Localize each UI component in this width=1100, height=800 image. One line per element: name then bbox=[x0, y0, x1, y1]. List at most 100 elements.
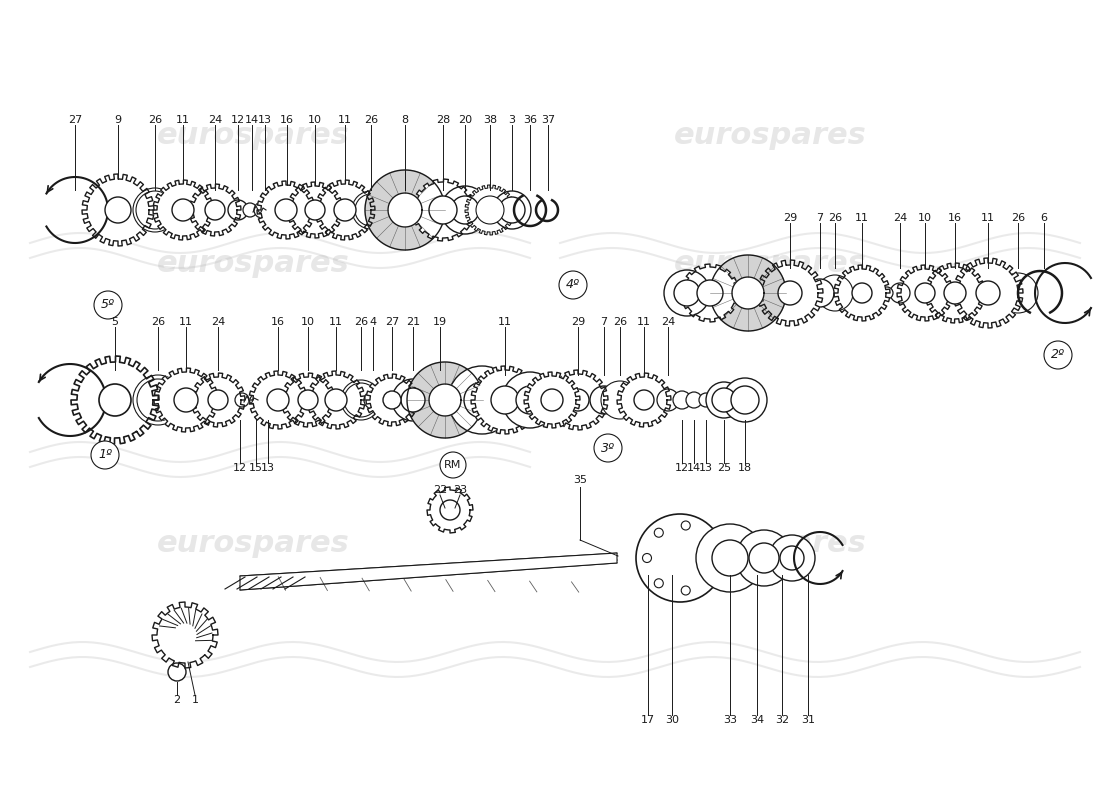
Circle shape bbox=[383, 391, 402, 409]
Circle shape bbox=[172, 199, 194, 221]
Circle shape bbox=[205, 200, 225, 220]
Text: 26: 26 bbox=[613, 317, 627, 327]
Text: 37: 37 bbox=[541, 115, 556, 125]
Circle shape bbox=[440, 452, 466, 478]
Circle shape bbox=[254, 202, 270, 218]
Text: 14: 14 bbox=[686, 463, 701, 473]
Circle shape bbox=[235, 393, 249, 407]
Text: 13: 13 bbox=[261, 463, 275, 473]
Text: 26: 26 bbox=[147, 115, 162, 125]
Circle shape bbox=[493, 191, 531, 229]
Circle shape bbox=[133, 375, 183, 425]
Text: 23: 23 bbox=[453, 485, 468, 495]
Text: 20: 20 bbox=[458, 115, 472, 125]
Text: eurospares: eurospares bbox=[156, 530, 350, 558]
Circle shape bbox=[392, 379, 434, 421]
Circle shape bbox=[673, 391, 691, 409]
Circle shape bbox=[499, 197, 525, 223]
Text: 10: 10 bbox=[301, 317, 315, 327]
Text: 32: 32 bbox=[774, 715, 789, 725]
Circle shape bbox=[881, 287, 893, 299]
Circle shape bbox=[136, 191, 174, 229]
Text: 12: 12 bbox=[675, 463, 689, 473]
Polygon shape bbox=[427, 487, 473, 533]
Circle shape bbox=[448, 366, 516, 434]
Text: 24: 24 bbox=[661, 317, 675, 327]
Circle shape bbox=[298, 390, 318, 410]
Text: 16: 16 bbox=[280, 115, 294, 125]
Polygon shape bbox=[953, 258, 1023, 328]
Circle shape bbox=[696, 524, 764, 592]
Circle shape bbox=[590, 386, 618, 414]
Text: 24: 24 bbox=[211, 317, 226, 327]
Text: 35: 35 bbox=[573, 475, 587, 485]
Circle shape bbox=[636, 514, 724, 602]
Text: 27: 27 bbox=[68, 115, 82, 125]
Circle shape bbox=[208, 390, 228, 410]
Circle shape bbox=[305, 200, 324, 220]
Text: 10: 10 bbox=[918, 213, 932, 223]
Text: 3º: 3º bbox=[601, 442, 615, 454]
Circle shape bbox=[697, 280, 723, 306]
Circle shape bbox=[642, 554, 651, 562]
Circle shape bbox=[168, 663, 186, 681]
Text: 11: 11 bbox=[637, 317, 651, 327]
Circle shape bbox=[712, 540, 748, 576]
Polygon shape bbox=[189, 184, 241, 236]
Text: 13: 13 bbox=[698, 463, 713, 473]
Circle shape bbox=[566, 389, 588, 411]
Text: 26: 26 bbox=[1011, 213, 1025, 223]
Text: 14: 14 bbox=[245, 115, 260, 125]
Polygon shape bbox=[154, 368, 218, 432]
Text: 15: 15 bbox=[249, 463, 263, 473]
Circle shape bbox=[732, 386, 759, 414]
Polygon shape bbox=[152, 602, 218, 668]
Text: 38: 38 bbox=[483, 115, 497, 125]
Circle shape bbox=[601, 381, 639, 419]
Circle shape bbox=[267, 389, 289, 411]
Text: 29: 29 bbox=[783, 213, 798, 223]
Text: 1º: 1º bbox=[98, 449, 112, 462]
Text: 24: 24 bbox=[208, 115, 222, 125]
Circle shape bbox=[228, 200, 248, 220]
Polygon shape bbox=[153, 180, 213, 240]
Polygon shape bbox=[896, 265, 953, 321]
Circle shape bbox=[91, 441, 119, 469]
Text: 11: 11 bbox=[329, 317, 343, 327]
Polygon shape bbox=[471, 366, 539, 434]
Circle shape bbox=[275, 199, 297, 221]
Circle shape bbox=[94, 291, 122, 319]
Circle shape bbox=[780, 546, 804, 570]
Circle shape bbox=[686, 392, 702, 408]
Circle shape bbox=[441, 186, 490, 234]
Circle shape bbox=[402, 388, 425, 412]
Text: 8: 8 bbox=[402, 115, 408, 125]
Circle shape bbox=[440, 500, 460, 520]
Text: 10: 10 bbox=[308, 115, 322, 125]
Polygon shape bbox=[925, 263, 985, 323]
Circle shape bbox=[464, 382, 500, 418]
Text: eurospares: eurospares bbox=[673, 250, 867, 278]
Circle shape bbox=[852, 283, 872, 303]
Polygon shape bbox=[710, 255, 786, 331]
Polygon shape bbox=[315, 180, 375, 240]
Text: 12: 12 bbox=[231, 115, 245, 125]
Text: 34: 34 bbox=[750, 715, 764, 725]
Circle shape bbox=[634, 390, 654, 410]
Circle shape bbox=[341, 380, 381, 420]
Polygon shape bbox=[429, 384, 461, 416]
Text: eurospares: eurospares bbox=[673, 122, 867, 150]
Circle shape bbox=[324, 389, 346, 411]
Circle shape bbox=[174, 388, 198, 412]
Text: 4º: 4º bbox=[566, 278, 580, 291]
Circle shape bbox=[806, 279, 834, 307]
Text: 13: 13 bbox=[258, 115, 272, 125]
Text: 31: 31 bbox=[801, 715, 815, 725]
Text: eurospares: eurospares bbox=[156, 250, 350, 278]
Polygon shape bbox=[732, 277, 764, 309]
Circle shape bbox=[541, 389, 563, 411]
Text: 28: 28 bbox=[436, 115, 450, 125]
Text: 36: 36 bbox=[522, 115, 537, 125]
Polygon shape bbox=[412, 179, 474, 241]
Polygon shape bbox=[287, 182, 343, 238]
